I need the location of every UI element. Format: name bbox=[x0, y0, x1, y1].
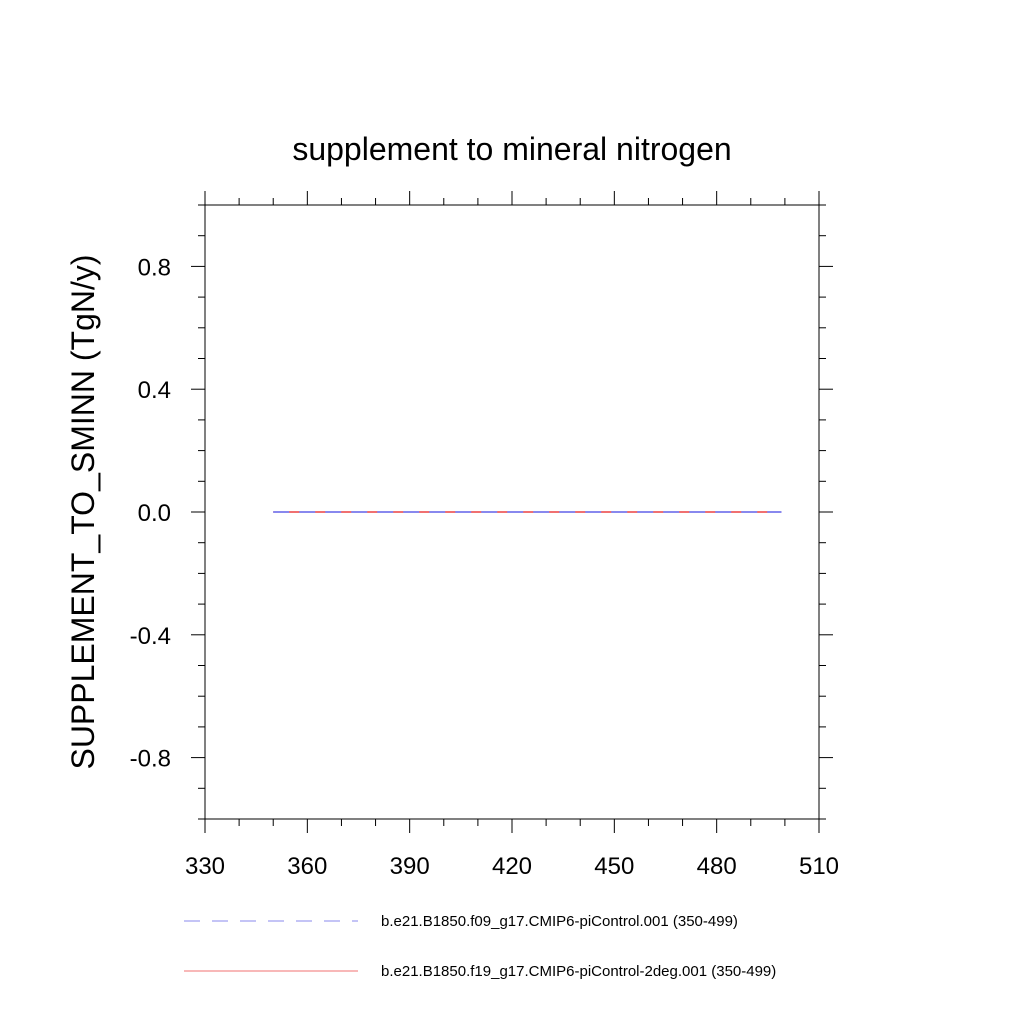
y-tick-label: -0.8 bbox=[130, 746, 171, 773]
x-tick-label: 450 bbox=[594, 853, 634, 880]
y-tick-label: 0.0 bbox=[138, 500, 171, 527]
plot-frame bbox=[204, 204, 820, 820]
legend-label-2: b.e21.B1850.f19_g17.CMIP6-piControl-2deg… bbox=[381, 963, 776, 980]
y-axis-label: SUPPLEMENT_TO_SMINN (TgN/y) bbox=[65, 254, 101, 769]
axis-ticks: 330 360 390 420 450 480 510 -0.8 -0.4 0.0 0.4 0.8 bbox=[130, 191, 839, 880]
y-tick-label: 0.8 bbox=[138, 254, 171, 281]
x-tick-label: 480 bbox=[697, 853, 737, 880]
x-tick-label: 420 bbox=[492, 853, 532, 880]
x-tick-label: 390 bbox=[390, 853, 430, 880]
x-tick-label: 330 bbox=[185, 853, 225, 880]
x-tick-label: 360 bbox=[287, 853, 327, 880]
chart-title: supplement to mineral nitrogen bbox=[292, 131, 731, 167]
y-tick-label: -0.4 bbox=[130, 623, 171, 650]
legend-label-1: b.e21.B1850.f09_g17.CMIP6-piControl.001 … bbox=[381, 913, 738, 930]
legend: b.e21.B1850.f09_g17.CMIP6-piControl.001 … bbox=[184, 913, 776, 980]
x-tick-label: 510 bbox=[799, 853, 839, 880]
y-tick-label: 0.4 bbox=[138, 377, 171, 404]
